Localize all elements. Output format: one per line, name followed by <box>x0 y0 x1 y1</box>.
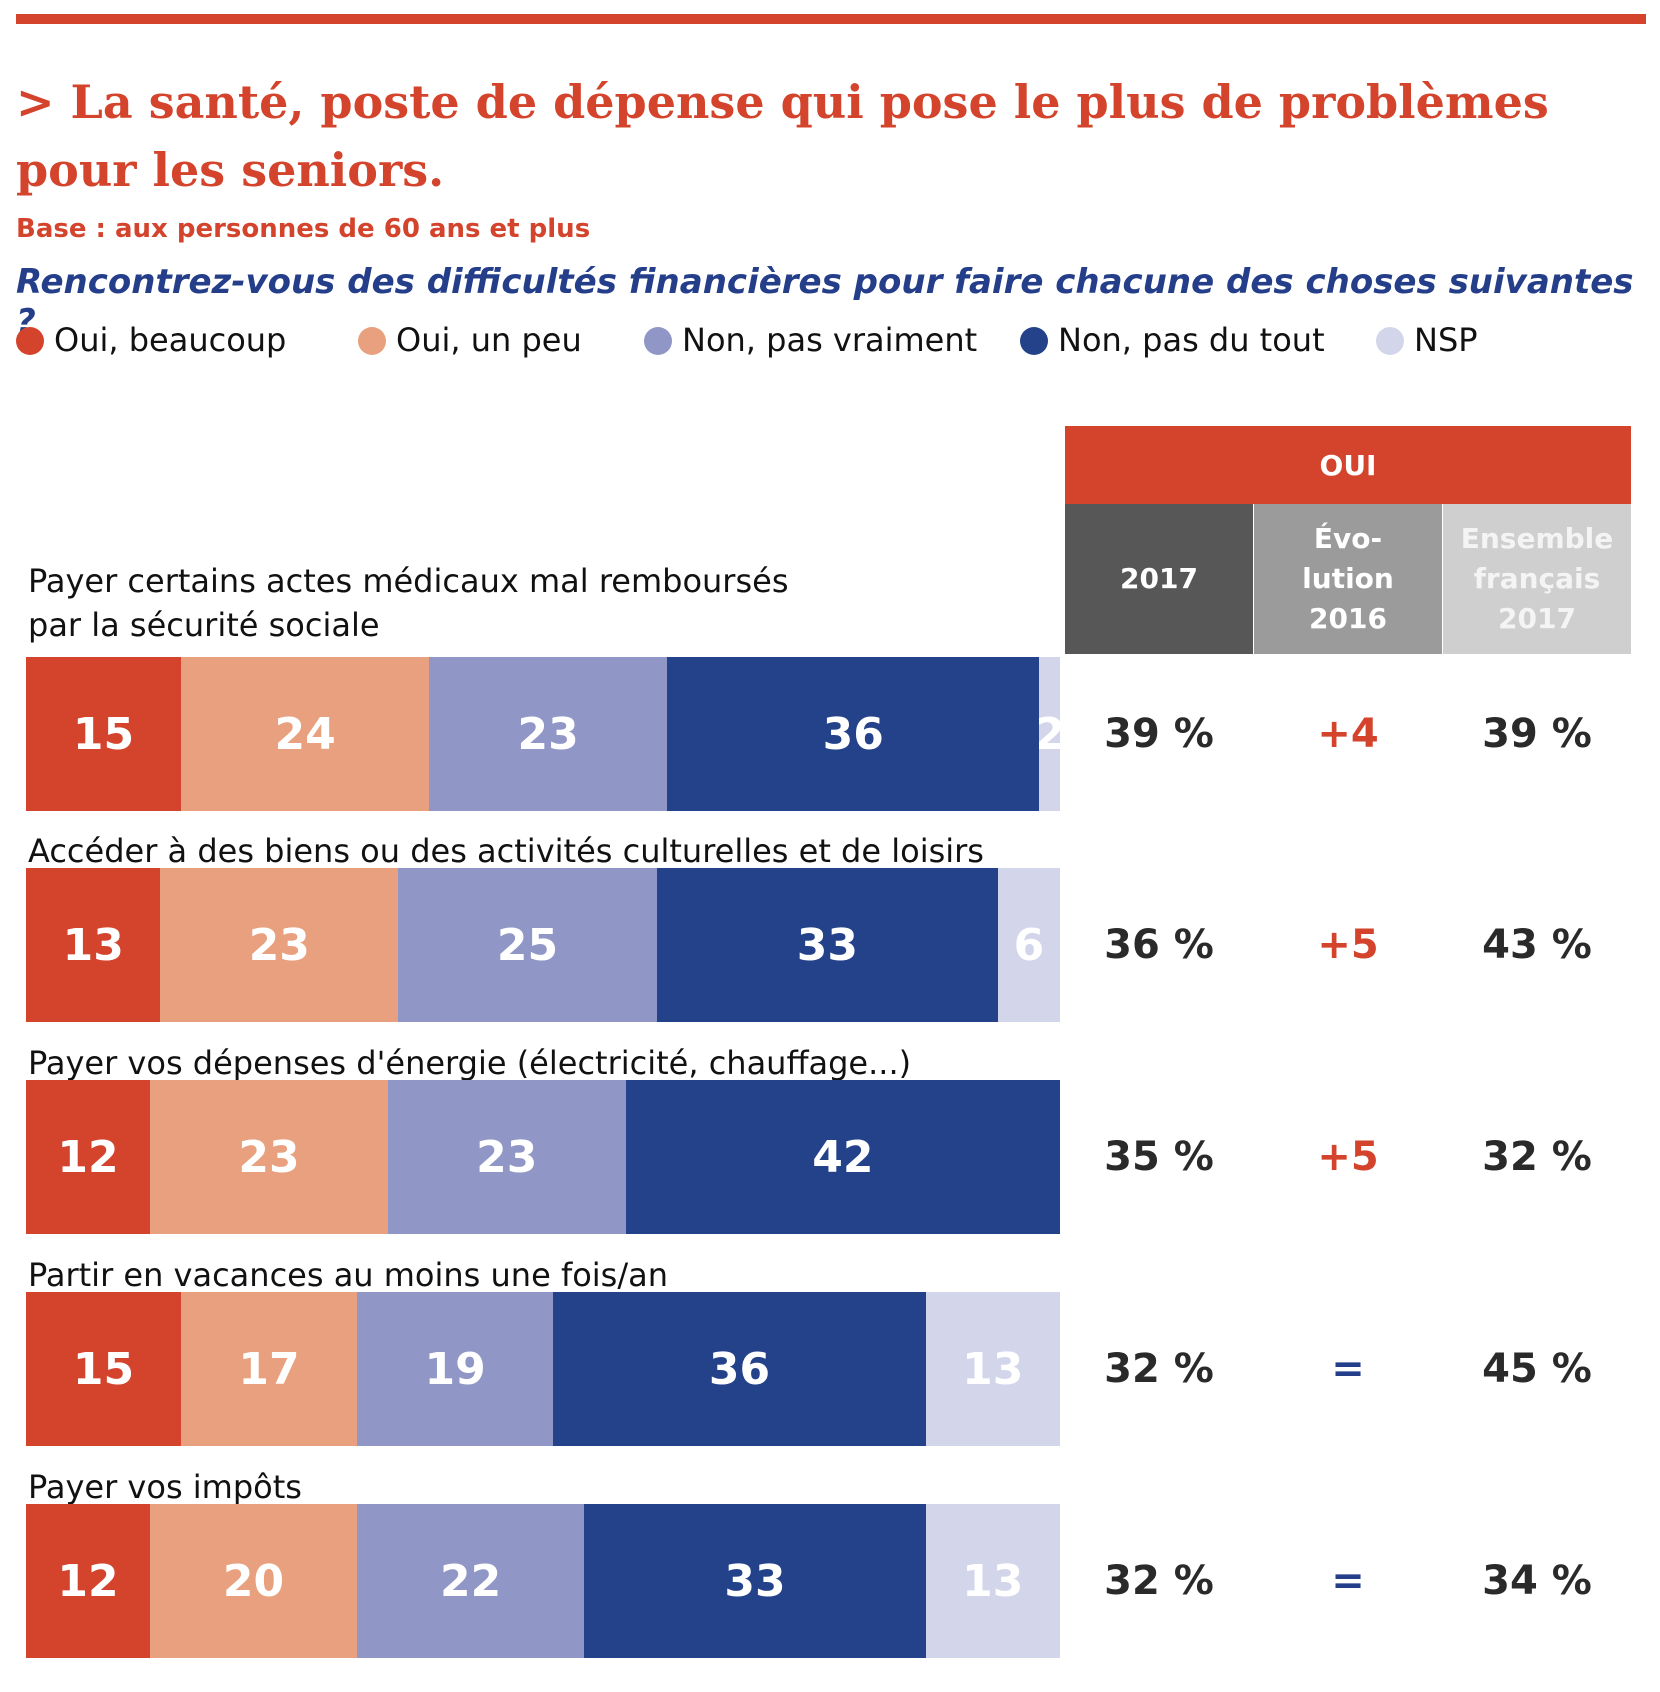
row-label: Accéder à des biens ou des activités cul… <box>28 832 984 870</box>
value-oui-2017: 39 % <box>1104 711 1214 757</box>
legend-swatch <box>1376 327 1404 355</box>
bar-segment: 17 <box>181 1292 357 1446</box>
value-evolution-2016: +4 <box>1317 711 1379 757</box>
value-evolution-2016: = <box>1331 1558 1365 1604</box>
bar-segment: 13 <box>925 1504 1060 1658</box>
bar-segment: 12 <box>26 1504 151 1658</box>
bar-segment: 13 <box>26 868 161 1022</box>
value-oui-2017: 32 % <box>1104 1558 1214 1604</box>
legend-label: Non, pas du tout <box>1058 321 1325 359</box>
bar-segment: 6 <box>997 868 1060 1022</box>
value-evolution-2016: = <box>1331 1346 1365 1392</box>
table-header-oui: OUI <box>1065 426 1631 504</box>
bar-segment: 20 <box>150 1504 357 1658</box>
bar-segment: 15 <box>26 1292 182 1446</box>
legend-label: Non, pas vraiment <box>682 321 978 359</box>
legend-swatch <box>358 327 386 355</box>
row-label: Payer vos impôts <box>28 1468 302 1506</box>
bar-segment: 33 <box>584 1504 926 1658</box>
legend-item: Non, pas du tout <box>1020 320 1325 360</box>
value-oui-2017: 32 % <box>1104 1346 1214 1392</box>
bar-segment: 25 <box>398 868 657 1022</box>
bar-segment: 33 <box>656 868 998 1022</box>
legend-item: Oui, un peu <box>358 320 582 360</box>
table-header-ensemble: Ensemble français 2017 <box>1443 504 1631 654</box>
chart-question: Rencontrez-vous des difficultés financiè… <box>16 262 1634 342</box>
value-evolution-2016: +5 <box>1317 1134 1379 1180</box>
legend-swatch <box>1020 327 1048 355</box>
legend-swatch <box>644 327 672 355</box>
legend-label: Oui, un peu <box>396 321 582 359</box>
value-evolution-2016: +5 <box>1317 922 1379 968</box>
bar-segment: 2 <box>1039 657 1060 811</box>
bar-segment: 13 <box>925 1292 1060 1446</box>
legend-swatch <box>16 327 44 355</box>
legend: Oui, beaucoup Oui, un peu Non, pas vraimen… <box>16 320 1516 360</box>
stacked-bar: 13 23 25 33 6 <box>26 868 1060 1022</box>
bar-segment: 22 <box>356 1504 585 1658</box>
legend-item: Oui, beaucoup <box>16 320 286 360</box>
value-oui-2017: 36 % <box>1104 922 1214 968</box>
bar-segment: 36 <box>667 657 1040 811</box>
legend-label: Oui, beaucoup <box>54 321 287 359</box>
value-oui-2017: 35 % <box>1104 1134 1214 1180</box>
legend-label: NSP <box>1414 321 1478 359</box>
row-label: Payer certains actes médicaux mal rembou… <box>28 562 789 644</box>
stacked-bar: 15 17 19 36 13 <box>26 1292 1060 1446</box>
bar-segment: 42 <box>625 1080 1060 1234</box>
bar-segment: 19 <box>356 1292 554 1446</box>
value-ensemble-2017: 39 % <box>1482 711 1592 757</box>
stacked-bar: 15 24 23 36 2 <box>26 657 1060 811</box>
stacked-bar: 12 23 23 42 <box>26 1080 1060 1234</box>
table-header-2017: 2017 <box>1065 504 1253 654</box>
chart-title: > La santé, poste de dépense qui pose le… <box>16 75 1549 197</box>
bar-segment: 23 <box>160 868 399 1022</box>
chart-base-note: Base : aux personnes de 60 ans et plus <box>16 214 591 244</box>
value-ensemble-2017: 32 % <box>1482 1134 1592 1180</box>
bar-segment: 24 <box>181 657 430 811</box>
value-ensemble-2017: 43 % <box>1482 922 1592 968</box>
row-label: Payer vos dépenses d'énergie (électricit… <box>28 1044 912 1082</box>
row-label: Partir en vacances au moins une fois/an <box>28 1256 669 1294</box>
bar-segment: 23 <box>387 1080 626 1234</box>
value-ensemble-2017: 45 % <box>1482 1346 1592 1392</box>
bar-segment: 12 <box>26 1080 151 1234</box>
top-accent-bar <box>16 14 1646 24</box>
table-header-evolution: Évo- lution 2016 <box>1254 504 1442 654</box>
legend-item: Non, pas vraiment <box>644 320 977 360</box>
value-ensemble-2017: 34 % <box>1482 1558 1592 1604</box>
bar-segment: 23 <box>429 657 668 811</box>
bar-segment: 15 <box>26 657 182 811</box>
bar-segment: 36 <box>553 1292 926 1446</box>
legend-item: NSP <box>1376 320 1478 360</box>
stacked-bar: 12 20 22 33 13 <box>26 1504 1060 1658</box>
bar-segment: 23 <box>150 1080 388 1234</box>
